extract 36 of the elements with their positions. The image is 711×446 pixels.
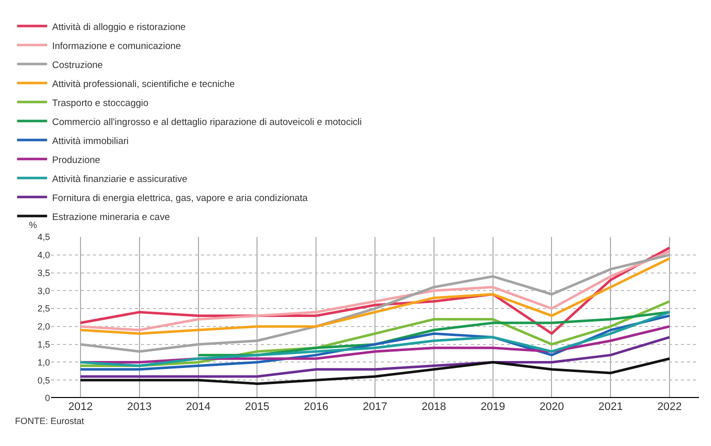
y-tick-label: 4,5 [37,232,50,242]
x-tick-label: 2016 [304,401,328,413]
legend-label: Trasporto e stoccaggio [52,98,148,109]
y-tick-label: 0,5 [37,375,50,386]
x-tick-label: 2012 [68,401,93,413]
legend-label: Attività professionali, scientifiche e tecniche [52,78,235,90]
x-tick-label: 2020 [539,401,564,413]
y-tick-label: 1,0 [37,357,50,368]
legend-label: Fornitura di energia elettrica, gas, vapore e aria condizionata [52,192,308,204]
x-tick-label: 2022 [657,401,682,413]
line-series [79,357,671,385]
legend-label: Attività di alloggio e ristorazione [52,22,186,33]
x-tick-label: 2018 [422,401,446,413]
x-tick-label: 2014 [186,401,211,413]
y-tick-label: 1,5 [37,339,50,350]
y-tick-label: 2,0 [37,322,50,332]
x-tick-label: 2017 [362,401,388,413]
y-tick-label: 0 [44,393,50,404]
x-tick-label: 2015 [244,401,270,413]
legend-label: Estrazione mineraria e cave [52,212,170,223]
legend-label: Commercio all'ingrosso e al dettaglio riparazione di autoveicoli e motocicli [52,116,362,128]
x-tick-label: 2019 [480,401,506,413]
y-tick-label: 2,5 [37,304,50,314]
legend-label: Produzione [52,154,100,166]
x-tick-label: 2021 [598,401,623,413]
legend-label: Informazione e comunicazione [52,40,181,52]
y-tick-label: 3,5 [37,268,50,278]
y-tick-label: 4,0 [37,250,50,260]
y-tick-label: 3,0 [37,286,50,296]
legend-label: Attività finanziarie e assicurative [52,174,188,185]
source-note: FONTE: Eurostat [15,416,85,426]
y-axis-title: % [29,220,38,230]
legend-label: Attività immobiliari [52,136,129,147]
line-series [79,336,671,378]
x-tick-label: 2013 [127,401,152,413]
legend-label: Costruzione [52,60,103,71]
